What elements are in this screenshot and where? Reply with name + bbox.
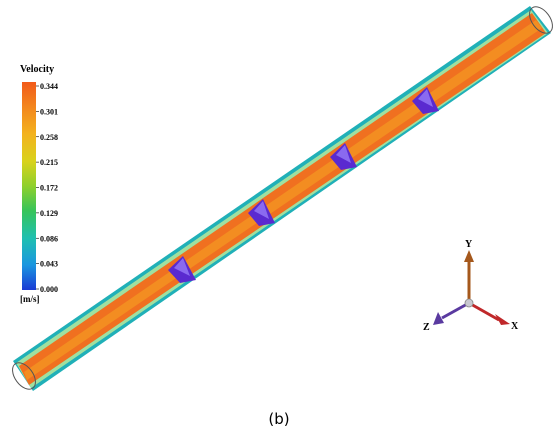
axis-triad: Y X Z <box>423 239 519 333</box>
z-axis-label: Z <box>423 322 430 333</box>
pipe-outlet-end <box>529 6 553 34</box>
blade-1 <box>168 256 196 283</box>
legend-tick-label: 0.086 <box>40 234 58 243</box>
legend-tick-label: 0.258 <box>40 133 58 142</box>
legend-colorbar <box>22 82 36 290</box>
blade-set <box>168 87 439 283</box>
z-axis-arrow <box>441 301 470 320</box>
velocity-legend: Velocity 0.3440.3010.2580.2150.1720.1290… <box>20 64 58 304</box>
x-axis-label: X <box>511 321 519 332</box>
pipe-core-highlight <box>24 20 542 380</box>
blade-4 <box>412 87 439 114</box>
legend-tick-label: 0.301 <box>40 107 58 116</box>
blade-2 <box>248 199 275 226</box>
z-axis-arrowhead <box>433 312 444 325</box>
blade-3 <box>330 143 357 170</box>
triad-origin <box>464 298 474 308</box>
legend-title: Velocity <box>20 64 54 75</box>
y-axis-arrowhead <box>464 250 474 262</box>
y-axis-label: Y <box>465 239 473 250</box>
legend-tick-label: 0.000 <box>40 285 58 294</box>
pipe <box>12 6 553 391</box>
x-axis-arrowhead <box>495 314 510 325</box>
legend-tick-label: 0.043 <box>40 260 58 269</box>
legend-tick-label: 0.344 <box>40 82 58 91</box>
legend-tick-label: 0.172 <box>40 184 58 193</box>
pipe-inlet-end <box>12 362 36 390</box>
figure-caption: (b) <box>268 410 290 428</box>
x-axis-arrow <box>468 301 500 322</box>
legend-unit: [m/s] <box>20 294 40 304</box>
legend-tick-label: 0.215 <box>40 158 58 167</box>
legend-tick-label: 0.129 <box>40 209 58 218</box>
legend-tick-labels: 0.344 0.301 0.258 0.215 0.172 0.129 0.086 0.043… <box>36 82 58 294</box>
